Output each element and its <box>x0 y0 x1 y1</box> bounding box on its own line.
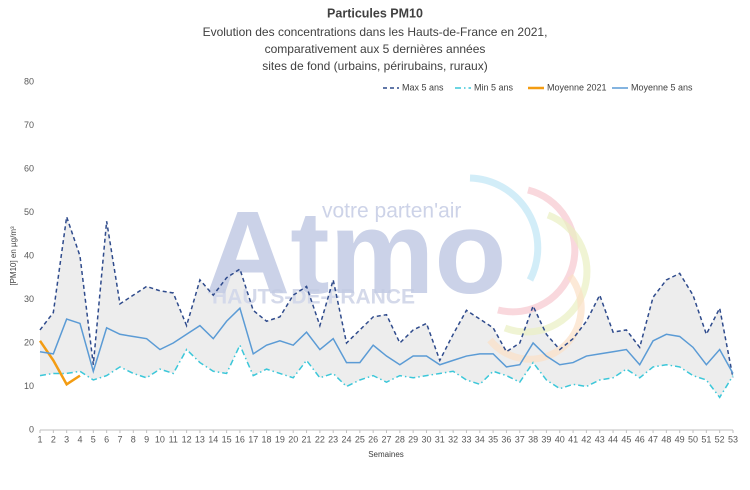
watermark-tagline: votre parten'air <box>322 200 461 223</box>
x-tick-label: 50 <box>688 434 698 444</box>
series-line <box>38 340 81 387</box>
x-tick-label: 52 <box>715 434 725 444</box>
chart-subtitle: sites de fond (urbains, périrubains, rur… <box>262 59 487 73</box>
x-tick-label: 44 <box>608 434 618 444</box>
x-tick-label: 4 <box>77 434 82 444</box>
x-tick-label: 27 <box>381 434 391 444</box>
x-axis-label: Semaines <box>368 450 404 459</box>
legend-label: Min 5 ans <box>474 82 514 92</box>
x-tick-label: 26 <box>368 434 378 444</box>
series-line <box>39 216 734 378</box>
x-tick-label: 3 <box>64 434 69 444</box>
x-tick-label: 28 <box>395 434 405 444</box>
x-tick-label: 2 <box>51 434 56 444</box>
watermark: votre parten'air HAUTS-DE-FRANCE Atmo <box>205 174 591 363</box>
x-tick-label: 8 <box>131 434 136 444</box>
x-tick-label: 22 <box>315 434 325 444</box>
x-tick-label: 39 <box>541 434 551 444</box>
x-tick-label: 29 <box>408 434 418 444</box>
x-tick-label: 21 <box>302 434 312 444</box>
y-tick-label: 10 <box>24 381 34 391</box>
x-tick-label: 1 <box>37 434 42 444</box>
chart-title: Particules PM10 <box>327 6 423 20</box>
x-tick-label: 38 <box>528 434 538 444</box>
x-tick-label: 20 <box>288 434 298 444</box>
x-tick-label: 51 <box>701 434 711 444</box>
x-tick-label: 46 <box>635 434 645 444</box>
x-tick-label: 30 <box>421 434 431 444</box>
watermark-logo: Atmo <box>205 187 507 319</box>
chart-subtitle: comparativement aux 5 dernières années <box>265 42 486 56</box>
x-tick-label: 7 <box>117 434 122 444</box>
y-tick-label: 50 <box>24 207 34 217</box>
x-tick-label: 33 <box>461 434 471 444</box>
x-tick-label: 34 <box>475 434 485 444</box>
x-tick-label: 13 <box>195 434 205 444</box>
x-tick-label: 6 <box>104 434 109 444</box>
x-tick-label: 5 <box>91 434 96 444</box>
chart-subtitle: Evolution des concentrations dans les Ha… <box>203 25 548 39</box>
x-tick-label: 18 <box>262 434 272 444</box>
watermark-region: HAUTS-DE-FRANCE <box>212 286 415 309</box>
x-tick-label: 25 <box>355 434 365 444</box>
logo-arc <box>469 174 542 282</box>
x-tick-label: 11 <box>169 434 178 444</box>
x-tick-label: 12 <box>182 434 192 444</box>
legend-label: Moyenne 2021 <box>547 82 607 92</box>
x-tick-label: 16 <box>235 434 245 444</box>
y-tick-label: 40 <box>24 250 34 260</box>
x-tick-label: 43 <box>595 434 605 444</box>
legend-label: Max 5 ans <box>402 82 444 92</box>
x-tick-label: 14 <box>208 434 218 444</box>
series-line <box>39 306 734 374</box>
x-tick-label: 24 <box>342 434 352 444</box>
x-tick-label: 17 <box>248 434 258 444</box>
y-tick-label: 0 <box>29 424 34 434</box>
legend-label: Moyenne 5 ans <box>631 82 693 92</box>
y-tick-label: 20 <box>24 337 34 347</box>
x-tick-label: 15 <box>222 434 232 444</box>
x-tick-label: 32 <box>448 434 458 444</box>
y-tick-label: 60 <box>24 163 34 173</box>
y-axis-label: [PM10] en µg/m³ <box>9 226 18 286</box>
y-tick-label: 30 <box>24 294 34 304</box>
x-tick-label: 42 <box>581 434 591 444</box>
x-tick-label: 45 <box>621 434 631 444</box>
y-tick-label: 80 <box>24 76 34 86</box>
x-tick-label: 37 <box>515 434 525 444</box>
x-tick-label: 36 <box>501 434 511 444</box>
y-tick-label: 70 <box>24 120 34 130</box>
logo-arc <box>503 211 591 336</box>
x-tick-label: 40 <box>555 434 565 444</box>
x-tick-label: 31 <box>435 434 445 444</box>
x-tick-label: 41 <box>568 434 578 444</box>
x-tick-label: 23 <box>328 434 338 444</box>
series-line <box>39 343 734 399</box>
x-tick-label: 48 <box>661 434 671 444</box>
x-tick-label: 47 <box>648 434 658 444</box>
x-tick-label: 49 <box>675 434 685 444</box>
x-tick-label: 10 <box>155 434 165 444</box>
logo-arc <box>497 186 579 316</box>
x-tick-label: 9 <box>144 434 149 444</box>
x-tick-label: 19 <box>275 434 285 444</box>
x-tick-label: 53 <box>728 434 738 444</box>
x-tick-label: 35 <box>488 434 498 444</box>
